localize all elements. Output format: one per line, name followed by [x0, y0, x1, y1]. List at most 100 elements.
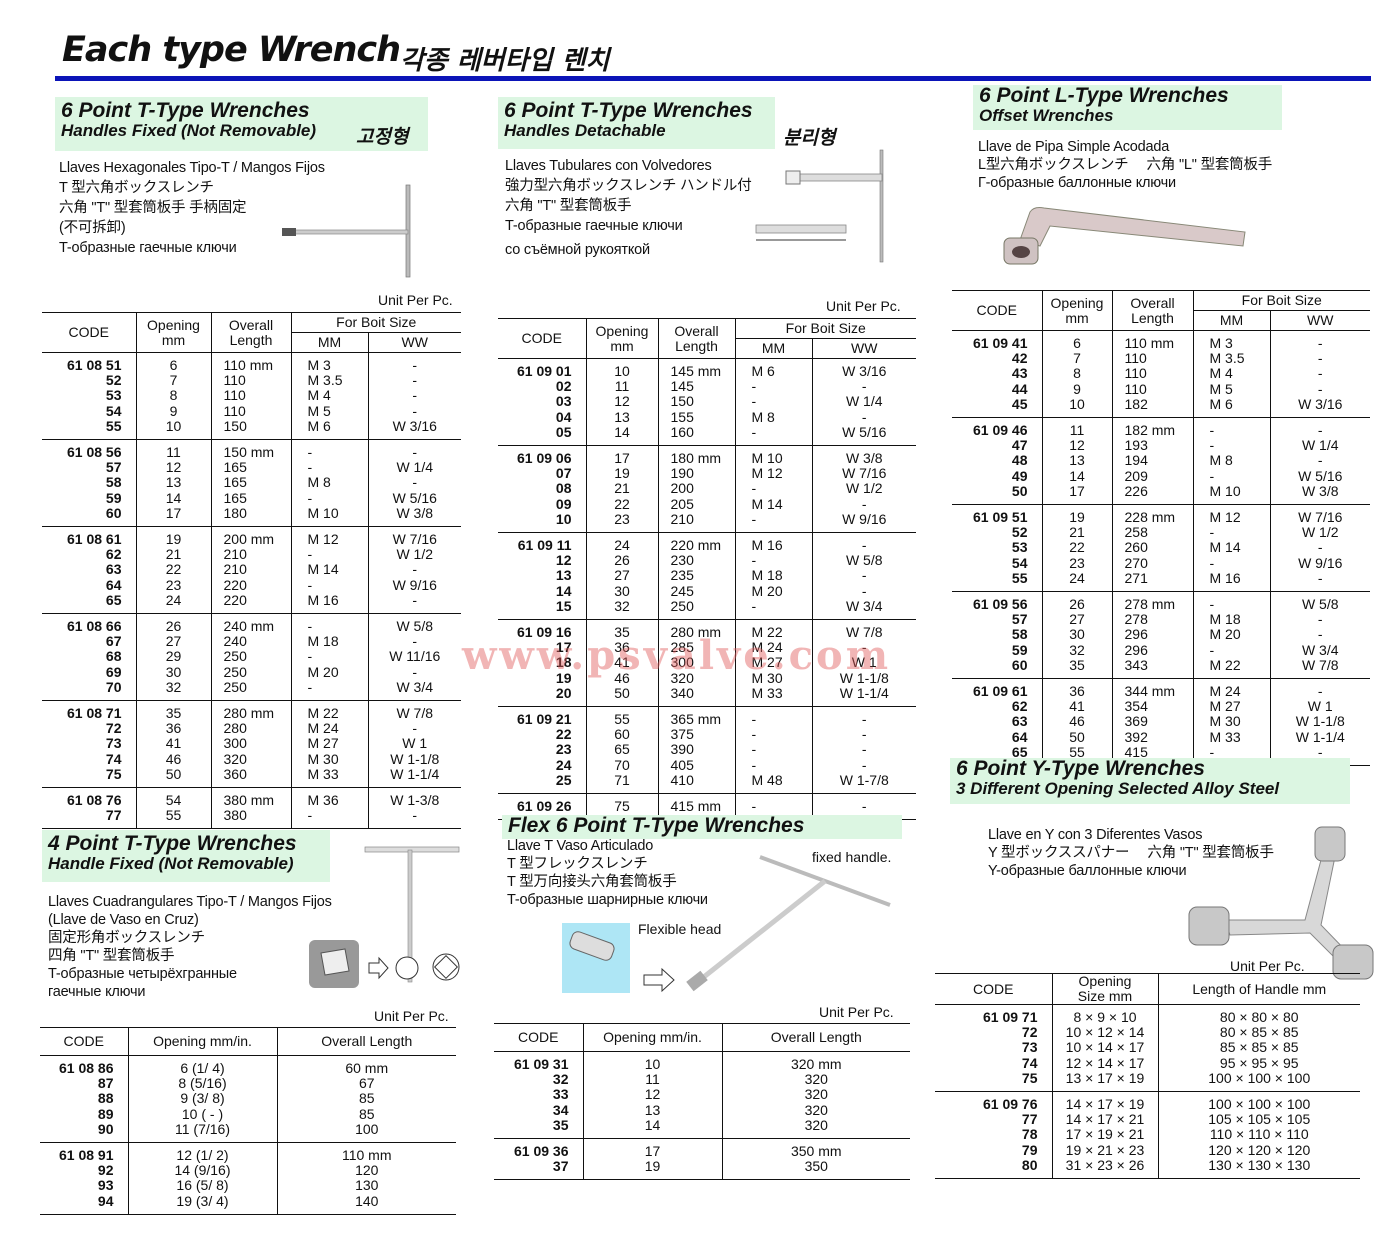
table-cell: 320	[721, 1087, 910, 1103]
code-cell: 18	[555, 654, 572, 671]
table-cell: M 18	[734, 568, 812, 584]
code-cell: 75	[1021, 1069, 1038, 1086]
row-group: 61 08 76 54 380 mm M 36 W 1-3/8 77 55 380- -	[42, 787, 461, 829]
code-cell: 53	[1011, 539, 1028, 556]
table-cell: -	[367, 352, 461, 374]
table-row: 33 12 320	[494, 1087, 910, 1103]
code-cell: 61 08 71	[67, 705, 122, 722]
code-cell: 68	[105, 648, 122, 665]
table-cell: 110	[1111, 366, 1193, 382]
desc-line: Llaves Hexagonales Tipo-T / Mangos Fijos	[59, 160, 325, 176]
row-group: 61 09 51 19 228 mm M 12 W 7/16 52 21 258- W 1/2 5…	[952, 504, 1370, 592]
table-cell: 110	[210, 403, 291, 419]
code-cell: 67	[105, 633, 122, 650]
table-row: 73 10 × 14 × 17 85 × 85 × 85	[935, 1040, 1360, 1056]
desc-line: Llave de Pipa Simple Acodada	[978, 139, 1170, 155]
code-cell: 80	[1021, 1156, 1038, 1173]
column-header: CODE	[976, 302, 1017, 318]
code-cell: 61 08 91	[59, 1147, 114, 1164]
table-row: 73 41 300 M 27 W 1	[42, 735, 461, 752]
table-cell: -	[734, 706, 812, 728]
t-wrench-image	[282, 184, 411, 278]
code-cell: 57	[105, 459, 122, 476]
table-cell: -	[367, 808, 461, 829]
column-header: Opening mm	[1041, 290, 1112, 331]
column-header: Opening mm	[585, 318, 658, 359]
code-cell: 58	[105, 474, 122, 491]
code-cell: 08	[555, 480, 572, 497]
spec-table-flex-6pt-t: CODE Opening mm/in. Overall Length 61 09 31…	[494, 1023, 910, 1180]
table-row: 50 17 226 M 10 W 3/8	[952, 483, 1370, 505]
table-row: 61 08 71 35 280 mm M 22 W 7/8	[42, 700, 461, 722]
table-cell: W 1	[1269, 699, 1370, 715]
table-cell: -	[1269, 330, 1370, 352]
table-row: 57 12 165- W 1/4	[42, 459, 461, 476]
table-cell: -	[1192, 642, 1270, 658]
table-cell: 12	[1041, 438, 1112, 454]
code-cell: 63	[105, 561, 122, 578]
code-cell: 61 09 26	[517, 798, 572, 815]
table-row: 61 09 51 19 228 mm M 12 W 7/16	[952, 504, 1370, 526]
code-cell: 65	[1011, 743, 1028, 760]
table-cell: 150 mm	[210, 439, 291, 461]
table-cell: W 1/4	[1269, 438, 1370, 454]
section-title: 6 Point L-Type Wrenches	[979, 84, 1229, 107]
table-cell: -	[1269, 540, 1370, 556]
table-cell: W 1	[811, 655, 916, 671]
table-row: 17 36 285 M 24-	[498, 640, 916, 656]
table-cell: 235	[657, 568, 735, 584]
column-header: Opening mm/in.	[127, 1027, 277, 1056]
section-korean-label: 고정형	[356, 126, 409, 148]
table-cell: 22	[135, 562, 211, 578]
table-cell: M 24	[290, 721, 368, 737]
code-cell: 61 09 76	[983, 1096, 1038, 1113]
code-cell: 73	[105, 735, 122, 752]
unit-label: Unit Per Pc.	[1230, 958, 1305, 974]
section-description: Llaves Cuadrangulares Tipo-T / Mangos Fi…	[48, 893, 332, 1001]
desc-line: Г-образные баллонные ключи	[978, 175, 1176, 191]
table-cell: 26	[1041, 591, 1112, 613]
table-row: 18 41 300 M 27 W 1	[498, 654, 916, 671]
table-cell: 375	[657, 727, 735, 743]
table-row: 52 7 110 M 3.5-	[42, 373, 461, 389]
table-cell: W 7/8	[811, 619, 916, 641]
table-cell: 13 × 17 × 19	[1051, 1070, 1158, 1092]
code-cell: 32	[552, 1071, 569, 1088]
column-header: Overall Length	[657, 318, 735, 359]
table-cell: -	[367, 562, 461, 578]
table-cell: 258	[1111, 525, 1193, 541]
section-description: Llave T Vaso Articulado T 型フレックスレンチ T 型万…	[507, 837, 708, 909]
desc-line: со съёмной рукояткой	[505, 242, 650, 258]
table-cell: 200 mm	[210, 526, 291, 548]
code-cell: 61 09 01	[517, 363, 572, 379]
table-row: 75 13 × 17 × 19 100 × 100 × 100	[935, 1069, 1360, 1092]
desc-line: L型六角ボックスレンチ 六角 "L" 型套筒板手	[978, 157, 1273, 173]
code-cell: 61 08 86	[59, 1060, 114, 1076]
table-cell: -	[1192, 438, 1270, 454]
table-row: 42 7 110 M 3.5-	[952, 351, 1370, 367]
code-cell: 61 09 51	[973, 509, 1028, 526]
row-group: 61 09 56 26 278 mm - W 5/8 57 27 278 M 18-58 30 29…	[952, 591, 1370, 679]
table-cell: 296	[1111, 642, 1193, 658]
table-cell: 55	[135, 808, 211, 829]
table-cell: M 27	[734, 655, 812, 671]
table-cell: 10 ( - )	[127, 1106, 277, 1122]
unit-label: Unit Per Pc.	[378, 292, 453, 308]
column-header: CODE	[521, 330, 562, 346]
table-cell: 70	[585, 757, 658, 773]
table-cell: W 1	[367, 736, 461, 752]
table-cell: -	[367, 592, 461, 614]
table-row: 15 32 250- W 3/4	[498, 598, 916, 620]
table-cell: W 5/16	[1269, 468, 1370, 484]
table-cell: 26	[135, 613, 211, 635]
desc-line: T-образные шарнирные ключи	[507, 892, 708, 908]
table-cell: -	[734, 742, 812, 758]
table-cell: 165	[210, 460, 291, 476]
table-row: 61 08 61 19 200 mm M 12 W 7/16	[42, 526, 461, 548]
fixed-handle-label: fixed handle.	[812, 849, 892, 865]
table-cell: M 6	[1192, 396, 1270, 418]
table-row: 87 8 (5/16) 67	[40, 1076, 456, 1092]
table-cell: 343	[1111, 657, 1193, 679]
table-cell: M 33	[1192, 729, 1270, 745]
table-cell: 320	[721, 1117, 910, 1139]
